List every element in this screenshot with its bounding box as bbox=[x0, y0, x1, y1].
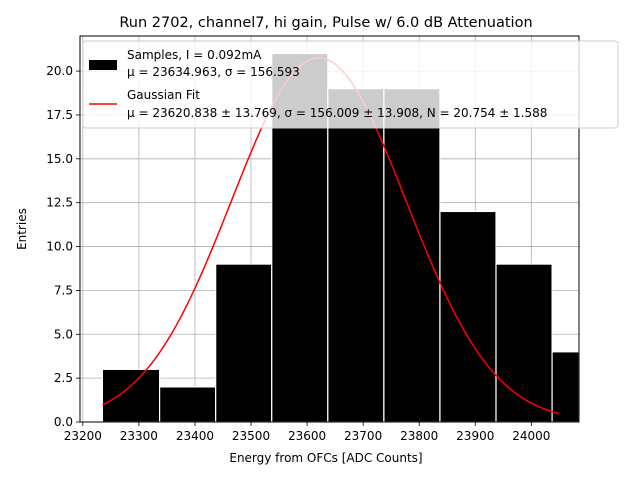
x-tick-label: 23200 bbox=[64, 429, 102, 443]
legend-label-fit: Gaussian Fit bbox=[127, 88, 200, 102]
histogram-bar bbox=[159, 386, 217, 423]
y-axis-label: Entries bbox=[15, 208, 29, 250]
y-tick-label: 10.0 bbox=[46, 240, 73, 254]
histogram-bar bbox=[495, 263, 553, 423]
y-axis: 0.0 2.5 5.0 7.5 10.0 12.5 15.0 17.5 20.0 bbox=[46, 64, 80, 429]
histogram-bar bbox=[215, 263, 273, 423]
histogram-bar bbox=[551, 351, 580, 423]
x-tick-label: 23300 bbox=[120, 429, 158, 443]
y-tick-label: 2.5 bbox=[54, 371, 73, 385]
histogram-bar bbox=[327, 88, 385, 423]
y-tick-label: 12.5 bbox=[46, 196, 73, 210]
histogram-bar bbox=[439, 210, 497, 423]
y-tick-label: 15.0 bbox=[46, 152, 73, 166]
y-tick-label: 0.0 bbox=[54, 415, 73, 429]
legend: Samples, I = 0.092mA μ = 23634.963, σ = … bbox=[82, 40, 619, 129]
y-tick-label: 20.0 bbox=[46, 64, 73, 78]
legend-box bbox=[82, 40, 619, 129]
x-tick-label: 23400 bbox=[176, 429, 214, 443]
x-tick-label: 23700 bbox=[344, 429, 382, 443]
plot-frame bbox=[79, 35, 580, 423]
legend-params-fit: μ = 23620.838 ± 13.769, σ = 156.009 ± 13… bbox=[127, 106, 547, 120]
y-tick-label: 5.0 bbox=[54, 327, 73, 341]
histogram-bar bbox=[383, 88, 441, 423]
x-tick-label: 23500 bbox=[232, 429, 270, 443]
legend-stats-samples: μ = 23634.963, σ = 156.593 bbox=[127, 65, 300, 79]
x-axis-label: Energy from OFCs [ADC Counts] bbox=[229, 451, 422, 465]
x-tick-label: 23600 bbox=[288, 429, 326, 443]
histogram-bar bbox=[101, 368, 161, 423]
x-tick-label: 23800 bbox=[400, 429, 438, 443]
x-tick-label: 23900 bbox=[456, 429, 494, 443]
y-tick-label: 7.5 bbox=[54, 283, 73, 297]
x-axis: 23200 23300 23400 23500 23600 23700 23800 23900… bbox=[64, 422, 550, 443]
legend-swatch-samples bbox=[89, 60, 117, 70]
x-tick-label: 24000 bbox=[512, 429, 550, 443]
y-tick-label: 17.5 bbox=[46, 108, 73, 122]
legend-label-samples: Samples, I = 0.092mA bbox=[127, 48, 262, 62]
chart-title: Run 2702, channel7, hi gain, Pulse w/ 6.… bbox=[119, 15, 532, 31]
